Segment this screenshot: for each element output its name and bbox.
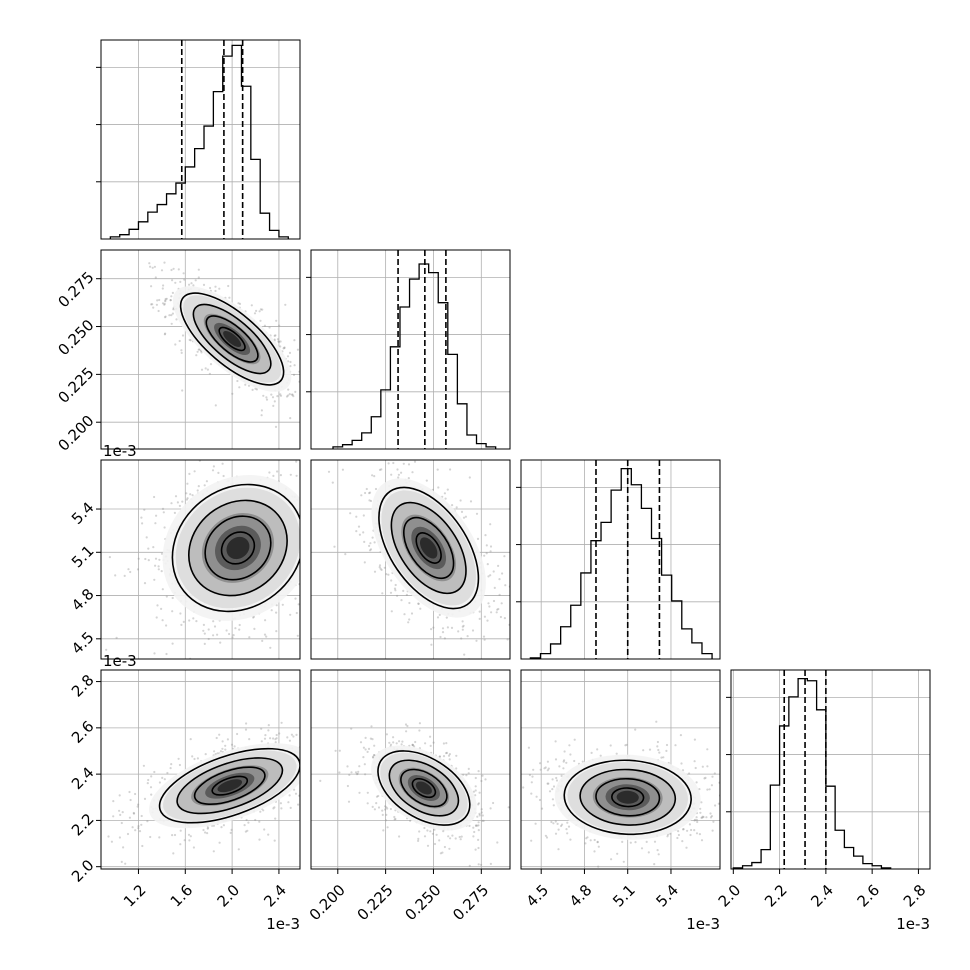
- axes-frame: [100, 669, 301, 870]
- x-tick-label: 1.6: [167, 881, 197, 911]
- x-offset-label: 1e-3: [266, 915, 300, 933]
- histogram-p4: [726, 669, 931, 870]
- x-offset-label: 1e-3: [896, 915, 930, 933]
- x-tick-label: 1.2: [120, 881, 150, 911]
- x-tick-label: 0.250: [401, 881, 444, 924]
- axes-frame: [520, 669, 721, 870]
- y-tick-label: 0.225: [55, 364, 98, 407]
- density-level: [415, 781, 432, 795]
- histogram-p2: [306, 249, 511, 450]
- contour-line: [218, 326, 246, 352]
- x-tick-label: 4.5: [523, 881, 553, 911]
- x-tick-label: 2.4: [807, 881, 837, 911]
- contour-line: [187, 499, 288, 597]
- y-tick-label: 2.0: [68, 856, 98, 886]
- x-tick-label: 2.4: [260, 881, 290, 911]
- histogram-step: [732, 677, 892, 869]
- scatter-panel-p2-p3: [310, 459, 511, 660]
- x-tick-label: 5.4: [652, 881, 682, 911]
- contour-line: [400, 768, 448, 808]
- x-tick-label: 2.0: [715, 881, 745, 911]
- scatter-panel-p1-p4: [100, 669, 301, 870]
- density-level: [616, 790, 639, 804]
- histogram-p3: [516, 459, 721, 660]
- y-tick-label: 0.250: [55, 316, 98, 359]
- y-offset-label: 1e-3: [103, 442, 137, 460]
- y-tick-label: 2.6: [68, 717, 98, 747]
- histogram-p1: [96, 39, 301, 240]
- scatter-panel-p2-p4: [310, 669, 511, 870]
- histogram-step: [529, 467, 713, 659]
- contour-line: [403, 516, 455, 580]
- x-tick-label: 2.8: [900, 881, 930, 911]
- density-level: [226, 536, 250, 560]
- contour-line: [611, 787, 645, 808]
- y-tick-label: 0.275: [55, 268, 98, 311]
- density-level: [217, 779, 243, 793]
- y-tick-label: 4.8: [68, 585, 98, 615]
- axes-frame: [100, 39, 301, 240]
- contour-line: [192, 303, 272, 375]
- density-level: [419, 537, 438, 559]
- scatter-panel-p3-p4: [520, 669, 721, 870]
- contour-line: [171, 483, 300, 613]
- axes-frame: [520, 459, 721, 660]
- y-tick-label: 4.5: [68, 628, 98, 658]
- y-tick-label: 5.4: [68, 498, 98, 528]
- contour-line: [579, 768, 677, 826]
- x-tick-label: 2.2: [761, 881, 791, 911]
- y-offset-label: 1e-3: [103, 652, 137, 670]
- contour-line: [411, 777, 437, 799]
- contour-line: [415, 532, 442, 564]
- contour-line: [179, 292, 285, 386]
- y-tick-label: 0.200: [55, 412, 98, 455]
- contour-line: [378, 486, 480, 610]
- contour-line: [205, 315, 259, 363]
- y-tick-label: 2.4: [68, 764, 98, 794]
- y-tick-label: 2.2: [68, 810, 98, 840]
- axes-frame: [100, 249, 301, 450]
- contour-line: [158, 747, 300, 824]
- x-tick-label: 4.8: [566, 881, 596, 911]
- y-tick-label: 2.8: [68, 671, 98, 701]
- axes-frame: [310, 459, 511, 660]
- x-tick-label: 2.6: [854, 881, 884, 911]
- x-tick-label: 2.0: [214, 881, 244, 911]
- contour-line: [220, 531, 256, 565]
- x-tick-label: 0.225: [354, 881, 397, 924]
- x-tick-label: 0.275: [449, 881, 492, 924]
- axes-frame: [100, 459, 301, 660]
- contour-line: [193, 766, 266, 806]
- x-tick-label: 5.1: [609, 881, 639, 911]
- contour-line: [377, 750, 471, 826]
- density-level: [223, 330, 242, 348]
- scatter-panel-p1-p2: [100, 249, 301, 450]
- axes-frame: [310, 669, 511, 870]
- contour-line: [204, 515, 272, 581]
- x-offset-label: 1e-3: [686, 915, 720, 933]
- contour-line: [211, 775, 249, 796]
- y-tick-label: 5.1: [68, 542, 98, 572]
- scatter-panel-p1-p3: [100, 459, 301, 660]
- histogram-step: [332, 263, 497, 449]
- axes-frame: [730, 669, 931, 870]
- contour-line: [388, 759, 460, 817]
- contour-line: [176, 757, 284, 815]
- contour-line: [563, 759, 692, 836]
- x-tick-label: 0.200: [306, 881, 349, 924]
- axes-frame: [310, 249, 511, 450]
- contour-line: [595, 777, 661, 817]
- contour-line: [390, 501, 467, 595]
- histogram-step: [109, 44, 289, 239]
